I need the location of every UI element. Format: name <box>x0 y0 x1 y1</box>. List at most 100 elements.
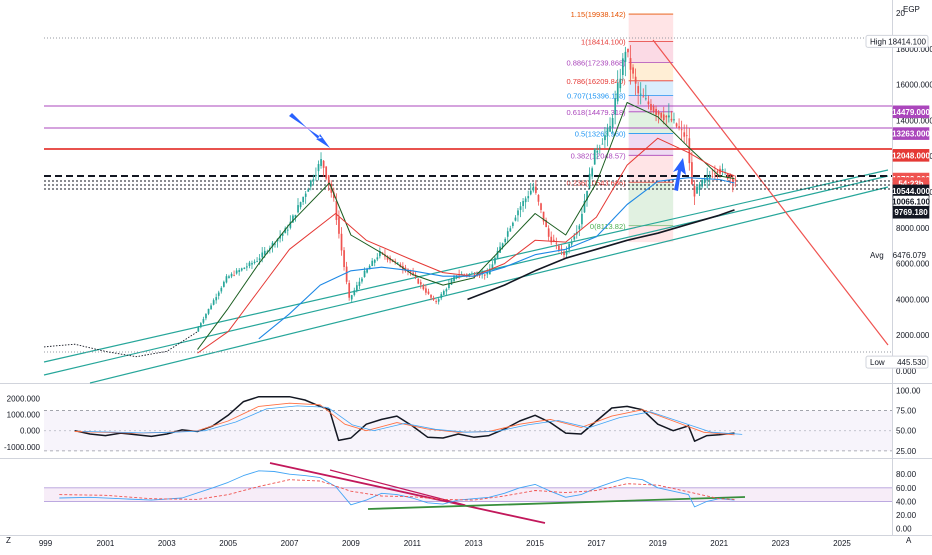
candle-body <box>419 282 422 285</box>
macd-signal-line-2 <box>82 405 743 435</box>
arrow-annotation-2008[interactable] <box>289 113 330 148</box>
axis-mode-right[interactable]: A <box>906 536 912 545</box>
candle-body <box>547 228 550 237</box>
channel-line-lower[interactable] <box>89 186 889 384</box>
candle-body <box>417 278 420 284</box>
candle-body <box>350 295 353 300</box>
candle-body <box>371 260 374 267</box>
price-badge-bg <box>865 34 929 48</box>
candle-body <box>691 162 693 185</box>
price-badge-bg <box>892 127 930 140</box>
candle-body <box>251 263 253 265</box>
time-tick-label: 2003 <box>158 539 176 548</box>
price-tick-label: 4000.000 <box>896 295 930 304</box>
candle-body <box>205 313 207 319</box>
time-tick-label: 2011 <box>404 539 422 548</box>
candle-body <box>210 305 212 310</box>
resistance-line-diagonal[interactable] <box>652 39 889 346</box>
candle-body <box>655 108 657 115</box>
candle-body <box>430 294 432 298</box>
candle-body <box>468 274 471 275</box>
fib-level-label: 0.786(16209.840) <box>566 77 626 86</box>
candle-body <box>680 129 683 131</box>
arrow-annotation-2020[interactable] <box>673 158 686 191</box>
candle-body <box>409 270 412 273</box>
candle-body <box>442 291 445 295</box>
candle-body <box>519 206 522 210</box>
candle-body <box>412 272 414 275</box>
fib-level-label: 1(18414.100) <box>581 37 626 46</box>
fib-level-label: 0.886(17239.868) <box>566 58 626 67</box>
candle-body <box>440 294 443 299</box>
candle-body <box>616 83 619 102</box>
candle-body <box>445 289 448 292</box>
candle-body <box>253 261 256 264</box>
candle-body <box>235 270 238 274</box>
candle-body <box>466 274 468 276</box>
price-badge-label: Avg <box>870 251 884 260</box>
candle-body <box>609 125 611 132</box>
rsi-tick-label: 20.00 <box>896 511 917 520</box>
candle-body <box>448 283 450 289</box>
time-tick-label: 2015 <box>526 539 544 548</box>
fib-zone <box>628 14 674 42</box>
candle-body <box>565 251 568 255</box>
candle-body <box>207 308 210 314</box>
rsi-tick-label: 80.00 <box>896 470 917 479</box>
candle-body <box>601 143 604 145</box>
price-badge-bg <box>892 105 930 119</box>
price-badge-value: 6476.079 <box>893 251 927 260</box>
candle-body <box>348 283 351 298</box>
price-tick-label: 14000.000 <box>896 116 932 125</box>
candle-body <box>714 173 716 175</box>
candle-body <box>243 267 246 269</box>
candle-body <box>634 76 637 84</box>
candle-body <box>289 221 292 228</box>
price-badge-value: 18414.100 <box>888 37 926 46</box>
candle-body <box>304 193 307 197</box>
candle-body <box>309 180 312 187</box>
candle-body <box>670 118 673 121</box>
candle-body <box>683 132 686 137</box>
axis-mode-left[interactable]: Z <box>6 536 11 545</box>
candle-body <box>356 285 358 291</box>
candle-body <box>696 186 698 194</box>
time-tick-label: 2007 <box>281 539 299 548</box>
candle-body <box>596 150 599 153</box>
candle-body <box>368 265 371 270</box>
candle-body <box>376 257 379 260</box>
fib-level-label: 0.618(14479.318) <box>566 108 626 117</box>
candle-body <box>563 251 565 256</box>
price-badge-value: 54:23h <box>898 180 923 189</box>
rsi-trendline-green[interactable] <box>367 496 746 510</box>
price-badge-bg <box>892 149 930 162</box>
candle-body <box>673 119 675 121</box>
candle-body <box>706 175 709 181</box>
candle-body <box>394 261 397 262</box>
candle-body <box>450 279 453 285</box>
candle-body <box>432 297 435 300</box>
candle-body <box>217 292 220 296</box>
candle-body <box>555 242 558 244</box>
candle-body <box>586 190 588 201</box>
rsi-trendline-magenta[interactable] <box>269 462 546 524</box>
candle-body <box>660 112 663 118</box>
candle-body <box>284 228 287 234</box>
candle-body <box>363 270 366 278</box>
candle-body <box>299 202 302 208</box>
candle-body <box>279 236 281 239</box>
axes: 999 2001 2003 2005 2007 2009 2011 2013 2015 2017 2… <box>4 9 932 548</box>
candle-body <box>545 220 547 228</box>
candle-body <box>514 217 517 221</box>
candle-body <box>338 217 340 234</box>
time-tick-label: 2009 <box>342 539 360 548</box>
candle-body <box>698 184 701 191</box>
candle-body <box>228 276 230 278</box>
channel-line-upper[interactable] <box>43 169 889 363</box>
candle-body <box>414 275 417 278</box>
candle-body <box>233 274 235 276</box>
candle-body <box>379 251 381 257</box>
candle-body <box>366 268 368 273</box>
fib-level-label: 0.5(13263.960) <box>575 130 626 139</box>
